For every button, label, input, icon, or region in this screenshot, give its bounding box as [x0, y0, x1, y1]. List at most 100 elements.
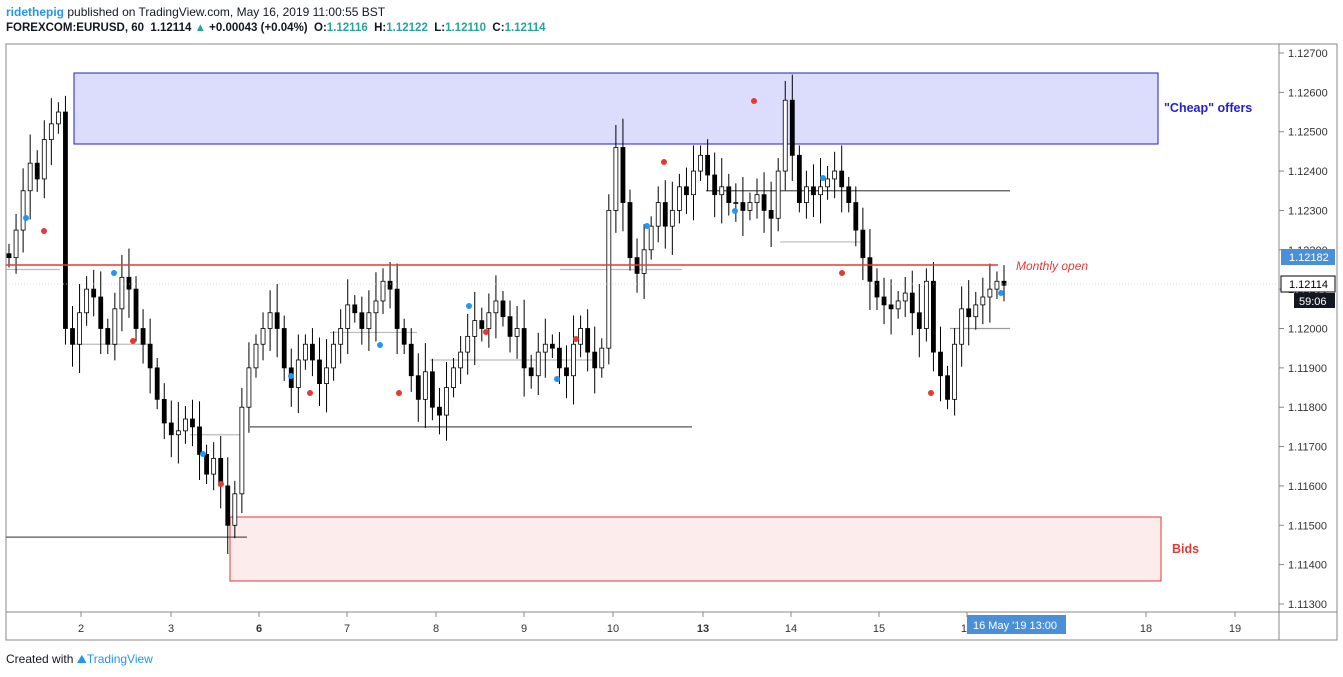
- buy-marker: [820, 175, 826, 181]
- candle-body: [458, 351, 464, 369]
- close-label: C:: [492, 22, 505, 34]
- candle-body: [881, 296, 887, 306]
- candle-body: [987, 288, 993, 298]
- high-value: 1.12122: [386, 22, 428, 34]
- candle-body: [451, 367, 456, 388]
- buy-marker: [466, 303, 472, 309]
- time-tick-label: 6: [256, 623, 262, 635]
- candle-body: [112, 308, 118, 345]
- candle-body: [253, 343, 259, 369]
- candle-body: [620, 147, 626, 203]
- candle-body: [408, 343, 414, 377]
- candle-body: [147, 343, 153, 369]
- countdown-text: 59:06: [1299, 296, 1327, 308]
- candle-body: [804, 186, 809, 203]
- candle-body: [931, 280, 936, 353]
- cheap-offers-label: "Cheap" offers: [1164, 101, 1252, 115]
- candle-body: [669, 210, 675, 227]
- candle-body: [973, 304, 979, 318]
- time-axis-labels: 23678910131415161819: [78, 612, 1241, 635]
- sell-marker: [661, 159, 667, 165]
- candle-body: [48, 123, 54, 140]
- candle-body: [197, 426, 202, 455]
- candle-body: [119, 276, 125, 310]
- price-tick-label: 1.12600: [1288, 87, 1328, 99]
- candle-body: [761, 194, 767, 211]
- candle-body: [415, 375, 421, 400]
- candle-body: [507, 316, 513, 337]
- candle-body: [747, 202, 753, 211]
- candle-body: [535, 351, 541, 377]
- candle-body: [789, 99, 795, 156]
- candle-body: [902, 292, 908, 302]
- candle-body: [825, 178, 830, 188]
- candle-body: [493, 300, 499, 314]
- buy-marker: [377, 342, 383, 348]
- price-axis-labels: 1.127001.126001.125001.124001.123001.122…: [1279, 48, 1328, 611]
- alert-price-text: 1.12182: [1289, 252, 1329, 264]
- candle-body: [952, 343, 958, 400]
- crosshair-time-tag: [967, 615, 1066, 634]
- candle-body: [754, 194, 760, 203]
- candle-body: [740, 202, 746, 211]
- candle-body: [140, 328, 146, 345]
- candle-body: [232, 493, 238, 526]
- price-tick-label: 1.11700: [1288, 442, 1327, 454]
- tradingview-brand[interactable]: TradingView: [86, 652, 153, 666]
- candle-body: [394, 288, 400, 329]
- time-tick-label: 18: [1140, 623, 1152, 635]
- candle-body: [154, 367, 160, 400]
- price-tick-label: 1.11800: [1288, 402, 1327, 414]
- time-tick-label: 9: [521, 623, 527, 635]
- time-tick-label: 19: [1229, 623, 1241, 635]
- symbol-legend: FOREXCOM:EURUSD, 60 1.12114 ▲ +0.00043 (…: [6, 22, 546, 34]
- footer: Created with ⛰TradingView: [6, 652, 153, 667]
- candle-body: [867, 257, 873, 282]
- crosshair-time-text: 16 May '19 13:00: [973, 620, 1057, 632]
- candle-body: [662, 202, 668, 227]
- candle-body: [945, 375, 950, 400]
- sell-marker: [307, 390, 313, 396]
- candle-body: [126, 276, 132, 290]
- buy-marker: [998, 290, 1004, 296]
- candle-body: [422, 371, 428, 400]
- candle-body: [818, 186, 823, 196]
- candle-body: [6, 253, 12, 259]
- price-tick-label: 1.11900: [1288, 363, 1327, 375]
- sell-marker: [573, 336, 579, 342]
- candle-body: [853, 202, 859, 231]
- candle-body: [34, 162, 40, 180]
- chart-frame: [5, 43, 1338, 641]
- candle-body: [521, 328, 527, 369]
- candle-body: [542, 343, 548, 353]
- bid-zone[interactable]: [229, 516, 1162, 582]
- candle-body: [557, 347, 562, 369]
- candle-body: [437, 406, 442, 416]
- candle-body: [712, 174, 718, 196]
- buy-marker: [288, 373, 294, 379]
- candle-body: [133, 288, 139, 329]
- candle-body: [486, 312, 492, 329]
- monthly-open-label: Monthly open: [1016, 259, 1088, 273]
- symbol-name: FOREXCOM:EURUSD, 60: [6, 22, 145, 34]
- published-text: published on TradingView.com, May 16, 20…: [67, 5, 386, 19]
- last-price-text: 1.12114: [1289, 279, 1328, 291]
- time-tick-label: 10: [607, 623, 619, 635]
- time-tick-label: 8: [433, 623, 439, 635]
- candle-body: [190, 418, 195, 428]
- candle-body: [352, 304, 358, 314]
- price-tick-label: 1.12700: [1288, 48, 1328, 60]
- candle-body: [676, 186, 682, 211]
- candle-body: [13, 229, 19, 259]
- open-value: 1.12116: [326, 22, 368, 34]
- alert-price-tag[interactable]: [1281, 249, 1335, 265]
- candle-body: [479, 320, 485, 329]
- author-link[interactable]: ridethepig: [6, 5, 65, 19]
- price-tick-label: 1.11600: [1288, 481, 1327, 493]
- candle-body: [578, 328, 583, 345]
- candle-body: [500, 300, 506, 318]
- sell-marker: [751, 98, 757, 104]
- candle-body: [705, 154, 711, 176]
- candle-body: [959, 308, 965, 345]
